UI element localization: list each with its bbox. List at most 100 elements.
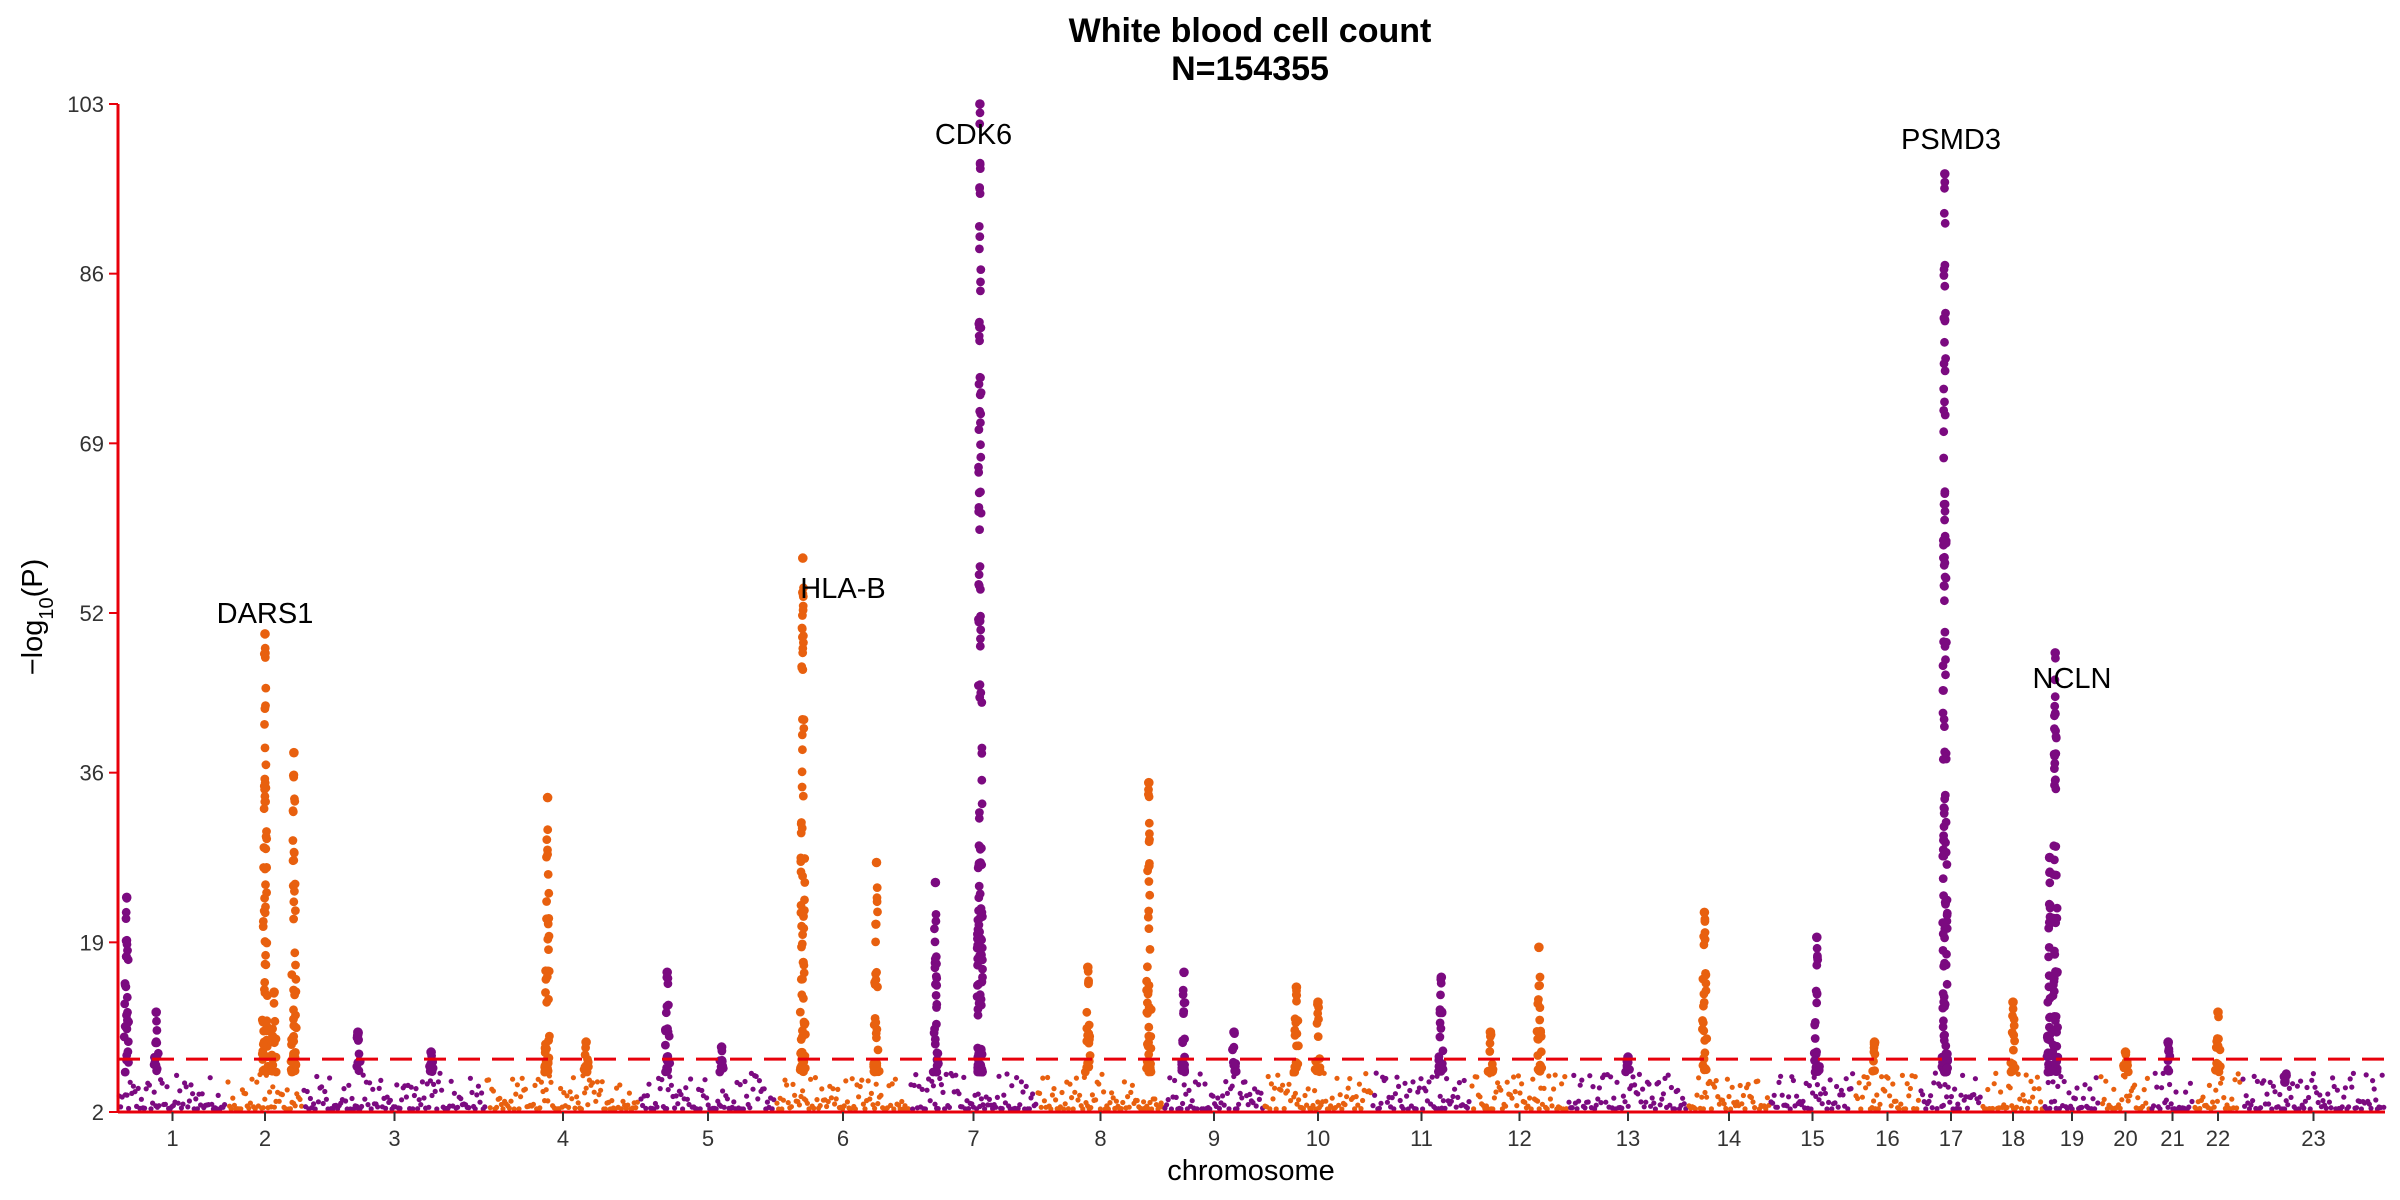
- background-snp-point: [238, 1106, 244, 1112]
- peak-snp-point: [930, 924, 939, 934]
- background-snp-point: [1991, 1081, 1997, 1087]
- background-snp-point: [1566, 1099, 1572, 1105]
- peak-snp-point: [1938, 536, 1948, 545]
- lead-snp-point: [542, 792, 553, 803]
- background-snp-point: [2197, 1105, 2203, 1112]
- background-snp-point: [1477, 1094, 1483, 1100]
- peak-snp-point: [797, 990, 807, 1000]
- background-snp-point: [857, 1083, 863, 1090]
- peak-snp-point: [929, 1028, 939, 1038]
- background-snp-point: [243, 1091, 249, 1097]
- background-snp-point: [937, 1075, 943, 1082]
- peak-snp-point: [1435, 1008, 1445, 1018]
- peak-snp-point: [1940, 177, 1950, 187]
- x-tick-label: 20: [2113, 1126, 2137, 1151]
- peak-snp-point: [580, 1062, 590, 1072]
- peak-snp-point: [121, 914, 131, 923]
- background-snp-point: [1207, 1106, 1213, 1112]
- peak-snp-point: [1939, 359, 1949, 369]
- peak-snp-point: [427, 1067, 437, 1076]
- background-snp-point: [1879, 1074, 1885, 1080]
- background-snp-point: [2168, 1101, 2174, 1107]
- background-snp-point: [1413, 1106, 1419, 1112]
- background-snp-point: [151, 1089, 157, 1095]
- background-snp-point: [479, 1090, 485, 1096]
- peak-snp-point: [269, 998, 279, 1008]
- peak-snp-point: [1939, 715, 1949, 724]
- background-snp-point: [1376, 1105, 1382, 1111]
- x-tick-label: 21: [2160, 1126, 2184, 1151]
- peak-snp-point: [873, 907, 882, 917]
- peak-snp-point: [1084, 1038, 1094, 1048]
- gene-annotation-label: NCLN: [2033, 663, 2112, 695]
- background-snp-point: [1493, 1089, 1499, 1095]
- background-snp-point: [930, 1083, 937, 1089]
- background-snp-point: [1407, 1087, 1413, 1094]
- peak-snp-point: [1810, 1067, 1820, 1077]
- background-snp-point: [284, 1087, 290, 1093]
- background-snp-point: [1715, 1094, 1721, 1100]
- background-snp-point: [304, 1088, 310, 1095]
- peak-snp-point: [1940, 506, 1950, 516]
- background-snp-point: [1226, 1106, 1232, 1112]
- peak-snp-point: [2281, 1070, 2291, 1079]
- peak-snp-point: [289, 1021, 299, 1031]
- background-snp-point: [1400, 1106, 1406, 1112]
- background-snp-point: [410, 1106, 416, 1112]
- peak-snp-point: [799, 957, 808, 967]
- background-snp-point: [1280, 1082, 1286, 1088]
- background-snp-point: [956, 1091, 962, 1097]
- background-snp-point: [537, 1105, 543, 1111]
- background-snp-point: [2242, 1103, 2248, 1109]
- background-snp-point: [1776, 1079, 1782, 1085]
- background-snp-point: [800, 1088, 806, 1094]
- background-snp-point: [1304, 1102, 1310, 1108]
- background-snp-point: [911, 1082, 917, 1088]
- background-snp-point: [678, 1091, 684, 1098]
- peak-snp-point: [1231, 1067, 1241, 1077]
- background-snp-point: [2119, 1097, 2125, 1103]
- background-snp-point: [1952, 1086, 1958, 1092]
- x-tick-label: 1: [166, 1126, 178, 1151]
- background-snp-point: [2272, 1089, 2278, 1095]
- background-snp-point: [1625, 1103, 1631, 1109]
- background-snp-point: [1595, 1096, 1601, 1102]
- background-snp-point: [2183, 1089, 2189, 1095]
- peak-snp-point: [1942, 860, 1952, 869]
- background-snp-point: [1544, 1106, 1550, 1112]
- peak-snp-point: [872, 967, 881, 977]
- peak-snp-point: [978, 955, 987, 965]
- peak-snp-point: [975, 232, 985, 242]
- background-snp-point: [323, 1096, 329, 1102]
- background-snp-point: [175, 1100, 181, 1106]
- peak-snp-point: [261, 683, 271, 693]
- background-snp-point: [267, 1089, 273, 1095]
- background-snp-point: [1410, 1079, 1416, 1085]
- background-snp-point: [2248, 1102, 2254, 1108]
- background-snp-point: [1004, 1071, 1010, 1077]
- chromosome-9-points: [1162, 967, 1266, 1112]
- background-snp-point: [2069, 1106, 2075, 1112]
- background-snp-point: [996, 1073, 1002, 1079]
- background-snp-point: [1755, 1078, 1761, 1084]
- x-tick-label: 17: [1939, 1126, 1963, 1151]
- background-snp-point: [1587, 1073, 1593, 1079]
- background-snp-point: [1646, 1081, 1652, 1087]
- background-snp-point: [1061, 1106, 1067, 1112]
- peak-snp-point: [257, 1015, 267, 1025]
- peak-snp-point: [270, 1038, 279, 1048]
- background-snp-point: [1824, 1106, 1830, 1112]
- peak-snp-point: [1699, 1001, 1708, 1011]
- peak-snp-point: [1144, 877, 1154, 886]
- background-snp-point: [1097, 1106, 1103, 1112]
- background-snp-point: [1028, 1095, 1034, 1101]
- y-axis-label-paren: (P): [17, 559, 49, 598]
- peak-snp-point: [1810, 1056, 1819, 1065]
- background-snp-point: [1740, 1092, 1746, 1099]
- background-snp-point: [852, 1106, 859, 1112]
- y-axis-label-subscript: 10: [36, 597, 58, 619]
- background-snp-point: [2079, 1104, 2085, 1110]
- peak-snp-point: [270, 1016, 280, 1026]
- background-snp-point: [1286, 1081, 1292, 1087]
- peak-snp-point: [2052, 968, 2062, 977]
